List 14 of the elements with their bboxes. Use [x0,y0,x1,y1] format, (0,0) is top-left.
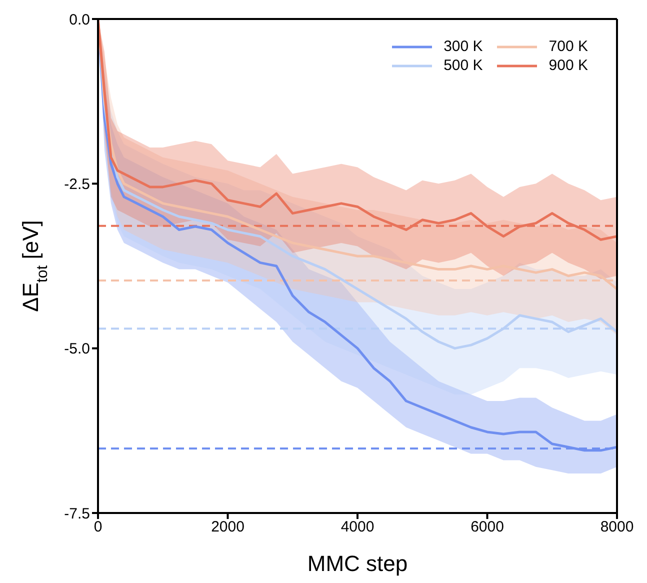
y-tick-label: -5.0 [64,340,90,358]
x-axis-title: MMC step [307,551,408,576]
legend-label: 700 K [548,38,588,55]
x-tick-label: 2000 [211,518,244,536]
y-tick-label: -7.5 [64,505,90,522]
x-tick-label: 0 [94,518,102,536]
legend-label: 500 K [444,57,483,74]
y-tick-label: 0.0 [69,11,90,28]
x-tick-label: 4000 [340,518,374,536]
x-tick-label: 8000 [600,518,634,536]
legend-label: 300 K [444,38,483,55]
x-tick-label: 6000 [470,518,504,536]
legend-label: 900 K [548,57,588,74]
y-tick-label: -2.5 [64,176,90,193]
